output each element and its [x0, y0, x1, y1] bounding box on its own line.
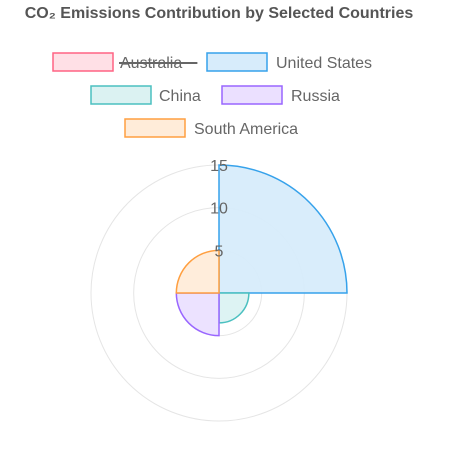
legend-label-china: China [159, 88, 201, 105]
slice-united-states[interactable] [219, 165, 347, 293]
legend-item-united-states[interactable]: United States [207, 53, 372, 72]
legend-item-china[interactable]: China [91, 86, 201, 105]
slice-south-america[interactable] [176, 250, 219, 293]
legend-item-south-america[interactable]: South America [125, 119, 298, 138]
legend-item-australia[interactable]: Australia [53, 53, 197, 72]
legend-label-russia: Russia [291, 88, 340, 105]
legend-swatch-china [91, 86, 151, 104]
tick-label-15: 15 [210, 158, 228, 175]
chart-title: CO₂ Emissions Contribution by Selected C… [25, 5, 414, 22]
legend-swatch-united-states [207, 53, 267, 71]
legend-label-south-america: South America [194, 121, 298, 138]
tick-label-5: 5 [215, 243, 224, 260]
legend-swatch-south-america [125, 119, 185, 137]
legend-item-russia[interactable]: Russia [222, 86, 340, 105]
legend-swatch-australia [53, 53, 113, 71]
polar-slices [176, 165, 347, 336]
chart-legend: Australia United States China Russia South A… [53, 53, 372, 138]
legend-label-united-states: United States [276, 55, 372, 72]
slice-china[interactable] [219, 293, 249, 323]
tick-label-10: 10 [210, 201, 228, 218]
legend-swatch-russia [222, 86, 282, 104]
slice-russia[interactable] [176, 293, 219, 336]
